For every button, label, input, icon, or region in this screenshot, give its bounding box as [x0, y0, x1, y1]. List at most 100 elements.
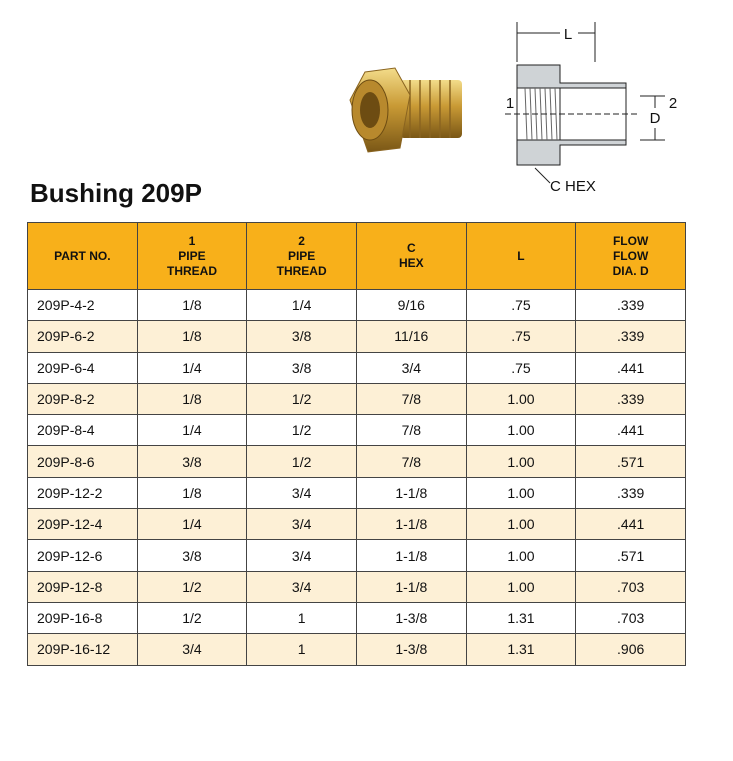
- header-text: FLOW: [612, 233, 649, 248]
- table-cell: 209P-8-6: [27, 445, 138, 478]
- table-cell: 1.00: [465, 476, 577, 510]
- table-cell: 1.00: [465, 382, 577, 416]
- table-row: 209P-6-2 1/8 3/8 11/16.75.339: [27, 320, 686, 353]
- table-row: 209P-12-8 1/2 3/4 1-1/8 1.00.703: [27, 570, 686, 603]
- header-cell: L: [465, 222, 577, 290]
- table-cell: .703: [575, 601, 686, 635]
- table-row: 209P-12-2 1/8 3/4 1-1/8 1.00.339: [27, 476, 686, 510]
- table-cell: 209P-12-2: [27, 476, 138, 510]
- table-cell: 209P-8-2: [27, 382, 138, 416]
- dimension-label: L: [564, 26, 572, 43]
- table-cell: 209P-12-4: [27, 508, 138, 541]
- header-cell: PART NO.: [27, 222, 138, 290]
- table-cell: 1.00: [465, 414, 577, 447]
- table-cell: 11/16: [355, 320, 467, 353]
- table-cell: 1.00: [465, 445, 577, 478]
- table-cell: 1/8: [136, 382, 248, 416]
- dimension-label: 2: [669, 95, 677, 112]
- table-cell: 3/8: [136, 539, 248, 572]
- table-cell: 1/2: [246, 445, 357, 478]
- table-cell: 209P-4-2: [27, 288, 138, 322]
- dimension-label: 1: [506, 95, 514, 112]
- table-cell: 1.00: [465, 508, 577, 541]
- table-cell: 3/4: [246, 539, 357, 572]
- table-cell: .75: [465, 288, 577, 322]
- table-cell: .339: [575, 382, 686, 416]
- table-cell: .441: [575, 414, 686, 447]
- table-row: 209P-4-2 1/8 1/4 9/16.75.339: [27, 288, 686, 322]
- table-row: 209P-8-4 1/4 1/2 7/8 1.00.441: [27, 414, 686, 447]
- table-cell: .75: [465, 351, 577, 384]
- header-text: DIA. D: [612, 263, 649, 278]
- table-cell: 1-3/8: [355, 601, 467, 635]
- header-text: PIPE: [287, 248, 316, 263]
- header-text: THREAD: [166, 263, 217, 278]
- header-text: 2: [298, 233, 305, 248]
- table-row: 209P-8-6 3/8 1/2 7/8 1.00.571: [27, 445, 686, 478]
- table-cell: .339: [575, 288, 686, 322]
- table-cell: 7/8: [355, 382, 467, 416]
- table-cell: 1: [246, 633, 357, 666]
- spec-table: PART NO. 1 PIPE THREAD 2 PIPE THREAD C HEX L FLOW F…: [27, 222, 686, 666]
- table-cell: 1/2: [246, 382, 357, 416]
- table-cell: .906: [575, 633, 686, 666]
- table-cell: 209P-8-4: [27, 414, 138, 447]
- table-cell: 1: [246, 601, 357, 635]
- table-cell: 1-3/8: [355, 633, 467, 666]
- table-cell: .441: [575, 351, 686, 384]
- table-row: 209P-12-6 3/8 3/4 1-1/8 1.00.571: [27, 539, 686, 572]
- table-cell: 1.00: [465, 539, 577, 572]
- table-cell: 1.00: [465, 570, 577, 603]
- table-cell: 209P-12-8: [27, 570, 138, 603]
- header-cell: 2 PIPE THREAD: [246, 222, 357, 290]
- header-text: PIPE: [178, 248, 206, 263]
- table-cell: .703: [575, 570, 686, 603]
- header-cell: FLOW FLOW DIA. D: [575, 222, 686, 290]
- table-cell: .339: [575, 476, 686, 510]
- table-cell: 1/8: [136, 288, 248, 322]
- table-cell: 1-1/8: [355, 508, 467, 541]
- header-text: L: [517, 248, 525, 263]
- dimension-label: C HEX: [550, 178, 596, 195]
- header-cell: C HEX: [355, 222, 467, 290]
- table-cell: 3/4: [246, 570, 357, 603]
- table-cell: .571: [575, 445, 686, 478]
- table-row: 209P-6-4 1/4 3/8 3/4.75.441: [27, 351, 686, 384]
- table-cell: 1/4: [136, 508, 248, 541]
- table-cell: 3/4: [246, 476, 357, 510]
- table-cell: 1-1/8: [355, 476, 467, 510]
- table-cell: 209P-6-2: [27, 320, 138, 353]
- table-cell: 1-1/8: [355, 539, 467, 572]
- table-cell: 1/2: [246, 414, 357, 447]
- table-cell: 9/16: [355, 288, 467, 322]
- table-cell: 1.31: [465, 601, 577, 635]
- table-cell: 1/8: [136, 320, 248, 353]
- header-text: HEX: [398, 256, 424, 270]
- header-text: PART NO.: [54, 248, 111, 263]
- table-cell: 1/8: [136, 476, 248, 510]
- table-cell: 3/8: [246, 351, 357, 384]
- table-cell: 3/4: [246, 508, 357, 541]
- table-row: 209P-12-4 1/4 3/4 1-1/8 1.00.441: [27, 508, 686, 541]
- table-cell: 209P-12-6: [27, 539, 138, 572]
- table-cell: 3/8: [136, 445, 248, 478]
- table-cell: 1/4: [136, 351, 248, 384]
- table-cell: 209P-16-8: [27, 601, 138, 635]
- table-cell: 1/4: [136, 414, 248, 447]
- table-cell: .441: [575, 508, 686, 541]
- illustration: L 1 2 D C HEX: [349, 22, 677, 195]
- table-cell: .75: [465, 320, 577, 353]
- table-cell: 1/2: [136, 601, 248, 635]
- table-cell: 1-1/8: [355, 570, 467, 603]
- table-cell: 1/4: [246, 288, 357, 322]
- table-cell: .339: [575, 320, 686, 353]
- table-cell: 209P-6-4: [27, 351, 138, 384]
- header-cell: 1 PIPE THREAD: [136, 222, 248, 290]
- table-row: 209P-8-2 1/8 1/2 7/8 1.00.339: [27, 382, 686, 416]
- dimension-label: D: [650, 110, 661, 127]
- table-cell: 1/2: [136, 570, 248, 603]
- table-cell: 3/4: [355, 351, 467, 384]
- table-row: 209P-16-12 3/4 1 1-3/8 1.31.906: [27, 633, 686, 666]
- table-cell: .571: [575, 539, 686, 572]
